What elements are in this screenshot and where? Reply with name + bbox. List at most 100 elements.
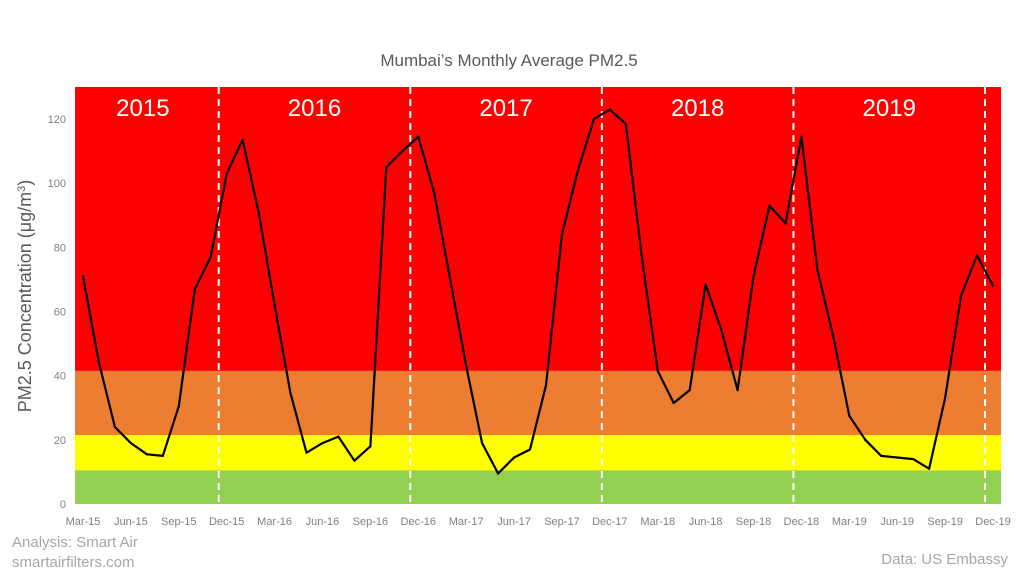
data-point-40 <box>720 329 723 332</box>
data-point-11 <box>257 211 260 214</box>
data-point-34 <box>624 122 627 125</box>
data-point-36 <box>656 369 659 372</box>
data-point-1 <box>97 361 101 364</box>
x-tick-label-Sep-16: Sep-16 <box>353 516 388 528</box>
data-point-46 <box>816 268 819 271</box>
x-tick-label-Jun-16: Jun-16 <box>306 516 340 528</box>
x-tick-label-Sep-15: Sep-15 <box>161 516 196 528</box>
data-point-24 <box>465 364 468 368</box>
year-label-2015: 2015 <box>116 95 169 122</box>
x-tick-label-Dec-19: Dec-19 <box>975 516 1010 528</box>
data-point-37 <box>672 401 675 405</box>
year-label-2016: 2016 <box>288 95 341 122</box>
x-tick-label-Mar-15: Mar-15 <box>66 516 101 528</box>
year-label-2017: 2017 <box>479 95 532 122</box>
data-point-21 <box>417 135 420 138</box>
data-point-25 <box>481 441 484 445</box>
y-axis-label-tail: ) <box>15 180 35 186</box>
data-point-10 <box>241 138 244 142</box>
data-point-41 <box>736 389 739 392</box>
data-point-56 <box>975 254 979 257</box>
data-point-4 <box>145 453 148 456</box>
data-point-54 <box>944 397 947 400</box>
y-tick-label-120: 120 <box>48 114 66 126</box>
data-point-14 <box>305 451 308 454</box>
data-point-17 <box>353 459 356 462</box>
data-point-5 <box>161 454 164 457</box>
data-point-44 <box>784 222 787 225</box>
year-dividers <box>217 87 987 504</box>
data-point-51 <box>896 456 899 459</box>
data-point-30 <box>560 233 564 236</box>
data-point-35 <box>640 255 643 259</box>
data-point-6 <box>177 405 180 408</box>
x-tick-label-Mar-16: Mar-16 <box>257 516 292 528</box>
year-labels: 2015 2016 2017 2018 2019 <box>116 95 916 122</box>
data-point-15 <box>321 441 324 445</box>
x-tick-label-Jun-17: Jun-17 <box>497 516 531 528</box>
data-point-50 <box>880 454 883 457</box>
data-point-29 <box>544 384 548 387</box>
aqi-bands <box>75 87 1001 504</box>
aqi-band-0 <box>75 470 1001 504</box>
data-point-19 <box>385 166 388 169</box>
y-tick-label-80: 80 <box>54 242 66 254</box>
data-point-52 <box>912 457 915 461</box>
data-point-22 <box>433 191 436 194</box>
year-label-2018: 2018 <box>671 95 724 122</box>
x-tick-label-Mar-18: Mar-18 <box>640 516 675 528</box>
data-point-0 <box>81 275 85 278</box>
pm25-line <box>81 108 994 475</box>
x-tick-label-Mar-17: Mar-17 <box>449 516 484 528</box>
data-point-3 <box>129 441 132 445</box>
data-point-53 <box>928 467 931 470</box>
x-tick-label-Jun-15: Jun-15 <box>114 516 148 528</box>
data-point-26 <box>496 472 500 475</box>
y-tick-label-40: 40 <box>54 371 66 383</box>
data-point-38 <box>688 389 691 392</box>
data-point-27 <box>512 456 516 459</box>
data-point-49 <box>864 438 867 441</box>
data-point-20 <box>401 150 404 153</box>
data-point-28 <box>528 448 532 451</box>
data-point-45 <box>800 135 803 138</box>
data-point-18 <box>369 445 372 448</box>
data-point-48 <box>848 414 851 417</box>
year-label-2019: 2019 <box>863 95 916 122</box>
data-point-8 <box>209 255 212 259</box>
credit-website: smartairfilters.com <box>12 554 135 571</box>
y-axis-label: PM2.5 Concentration (μg/m3) <box>15 180 35 413</box>
data-point-33 <box>608 108 611 111</box>
x-tick-label-Sep-17: Sep-17 <box>544 516 579 528</box>
aqi-band-2 <box>75 370 1001 436</box>
x-tick-label-Dec-17: Dec-17 <box>592 516 627 528</box>
data-point-12 <box>273 304 276 307</box>
data-point-32 <box>592 117 595 121</box>
pm25-series <box>81 108 995 475</box>
y-tick-label-0: 0 <box>60 499 66 511</box>
chart-title: Mumbai’s Monthly Average PM2.5 <box>380 51 637 70</box>
credit-source: Data: US Embassy <box>881 551 1008 568</box>
credit-analysis: Analysis: Smart Air <box>12 534 138 551</box>
x-tick-label-Jun-18: Jun-18 <box>689 516 723 528</box>
aqi-band-3 <box>75 87 1001 371</box>
data-point-9 <box>225 172 228 175</box>
x-tick-label-Jun-19: Jun-19 <box>880 516 914 528</box>
x-tick-label-Sep-18: Sep-18 <box>736 516 771 528</box>
x-axis-ticks: Mar-15 Jun-15 Sep-15 Dec-15 Mar-16 Jun-16 Sep-… <box>66 516 1011 528</box>
x-tick-label-Mar-19: Mar-19 <box>832 516 867 528</box>
x-tick-label-Sep-19: Sep-19 <box>927 516 962 528</box>
data-point-47 <box>832 336 835 339</box>
data-point-39 <box>704 283 707 286</box>
y-tick-label-20: 20 <box>54 435 66 447</box>
aqi-band-1 <box>75 435 1001 471</box>
y-axis-label-main: PM2.5 Concentration (μg/m <box>15 192 35 412</box>
data-point-31 <box>576 169 580 172</box>
data-point-23 <box>449 278 452 281</box>
data-point-57 <box>991 284 995 287</box>
data-point-42 <box>752 275 755 278</box>
data-point-55 <box>959 294 963 297</box>
data-point-2 <box>113 425 117 429</box>
y-axis-label-superscript: 3 <box>16 186 28 192</box>
